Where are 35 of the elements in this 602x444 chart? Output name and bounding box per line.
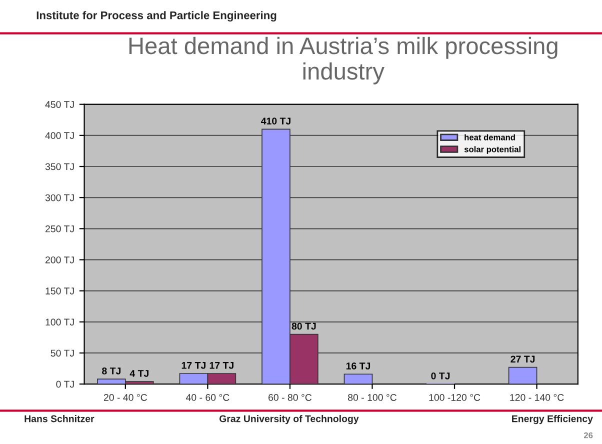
legend-label: solar potential — [464, 146, 520, 154]
x-tick-label: 120 - 140 °C — [510, 394, 564, 401]
x-tick-label: 40 - 60 °C — [186, 394, 230, 401]
data-label: 17 TJ — [182, 362, 206, 369]
y-tick-label: 100 TJ — [46, 318, 74, 326]
y-tick-label: 350 TJ — [45, 163, 74, 170]
text: Energy Efficiency — [512, 415, 593, 424]
data-label: 16 TJ — [346, 362, 370, 370]
y-tick-label: 250 TJ — [45, 225, 74, 232]
data-label: 17 TJ — [210, 362, 234, 369]
y-tick-label: 150 TJ — [46, 288, 74, 294]
y-tick-label: 400 TJ — [45, 132, 74, 140]
data-label: 27 TJ — [510, 356, 535, 363]
data-label: 0 TJ — [431, 372, 450, 380]
text: Institute for Process and Particle Engineering — [36, 11, 276, 22]
x-tick-label: 100 -120 °C — [429, 394, 480, 401]
y-tick-label: 50 TJ — [50, 350, 74, 357]
bar — [508, 366, 538, 384]
x-tick-label: 60 - 80 °C — [268, 394, 312, 401]
bar — [344, 374, 373, 384]
text: 26 — [584, 432, 593, 438]
y-tick-label: 200 TJ — [45, 256, 74, 264]
data-label: 4 TJ — [130, 370, 148, 377]
chart-title: Heat demand in Austria’s milk processing industry — [129, 36, 558, 84]
y-tick-label: 0 TJ — [56, 380, 74, 388]
x-tick-label: 20 - 40 °C — [104, 394, 147, 401]
text: Hans Schnitzer — [24, 415, 94, 422]
data-label: 80 TJ — [292, 322, 316, 330]
x-tick-label: 80 - 100 °C — [348, 394, 397, 401]
y-tick-label: 300 TJ — [45, 194, 74, 202]
legend-label: heat demand — [464, 134, 515, 140]
data-label: 8 TJ — [102, 368, 120, 374]
text: Graz University of Technology — [219, 415, 359, 424]
data-label: 410 TJ — [260, 118, 290, 125]
y-tick-label: 450 TJ — [45, 101, 74, 108]
